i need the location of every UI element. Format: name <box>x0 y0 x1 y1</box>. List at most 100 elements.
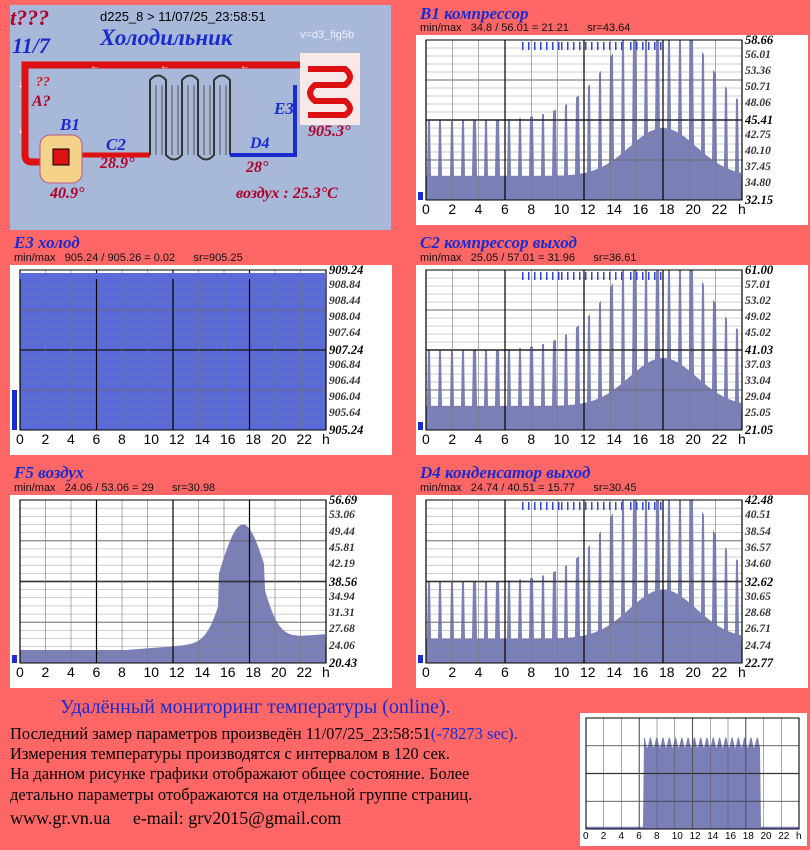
x-tick-label: 8 <box>654 831 660 842</box>
y-tick-label: 34.80 <box>745 177 771 189</box>
state-tick <box>558 502 560 510</box>
state-tick <box>591 42 593 50</box>
y-tick-label: 53.02 <box>745 295 771 307</box>
x-tick-label: 0 <box>16 664 24 680</box>
state-tick <box>609 272 611 280</box>
x-tick-label: 10 <box>143 431 160 447</box>
panel-stats-e3: min/max 905.24 / 905.26 = 0.02 sr=905.25 <box>14 252 243 264</box>
x-tick-label: 16 <box>632 201 649 217</box>
x-tick-label: 4 <box>67 431 75 447</box>
b1-label: B1 <box>60 115 80 134</box>
y-tick-label: 20.43 <box>329 656 358 670</box>
x-tick-label: 2 <box>448 664 457 680</box>
state-tick <box>573 502 575 510</box>
state-tick <box>642 42 644 50</box>
x-tick-label: h <box>796 831 802 842</box>
x-tick-label: 18 <box>742 831 754 842</box>
state-tick <box>522 42 524 50</box>
x-tick-label: 0 <box>16 431 24 447</box>
date-label: 11/7 <box>12 33 50 58</box>
y-tick-label: 907.64 <box>329 327 361 339</box>
chart-svg <box>418 499 743 664</box>
y-tick-label: 37.03 <box>745 359 771 371</box>
chart-svg <box>12 499 327 664</box>
x-tick-label: 0 <box>422 201 430 217</box>
x-tick-label: 20 <box>271 431 287 447</box>
x-tick-label: 22 <box>778 831 790 842</box>
chart-frame <box>19 269 327 431</box>
state-tick <box>648 272 650 280</box>
y-tick-label: 41.03 <box>745 343 774 357</box>
state-tick <box>540 502 542 510</box>
e3-value: 905.3° <box>308 123 351 140</box>
x-tick-label: 4 <box>474 431 483 447</box>
x-tick-label: 12 <box>580 201 596 217</box>
x-tick-label: 14 <box>194 431 211 447</box>
x-tick-label: 10 <box>553 664 570 680</box>
x-tick-label: 4 <box>474 664 483 680</box>
y-tick-label: 49.44 <box>329 525 355 538</box>
email-link[interactable]: e-mail: grv2015@gmail.com <box>132 808 342 828</box>
x-tick-label: 18 <box>659 431 675 447</box>
panel-stats-b1: min/max 34.8 / 56.01 = 21.21 sr=43.64 <box>420 22 631 34</box>
x-tick-label: 18 <box>659 664 675 680</box>
state-tick <box>654 502 656 510</box>
x-tick-label: 10 <box>143 664 160 680</box>
last-measure-seconds: (-78273 sec). <box>430 724 518 743</box>
chart-svg <box>418 269 743 431</box>
version-label: v=d3_fig5b <box>300 29 355 41</box>
y-tick-label: 27.68 <box>329 623 355 636</box>
x-tick-label: 2 <box>600 831 607 842</box>
x-tick-label: 12 <box>580 431 596 447</box>
x-tick-label: 2 <box>41 431 50 447</box>
state-tick <box>615 272 617 280</box>
y-tick-label: 28.68 <box>745 607 771 620</box>
y-tick-label: 906.44 <box>329 375 361 387</box>
state-tick <box>630 272 632 280</box>
chart-frame <box>425 269 743 431</box>
x-tick-label: h <box>738 201 746 217</box>
x-tick-label: 14 <box>194 664 211 680</box>
panel-title-e3: E3 холод <box>14 233 80 252</box>
state-tick <box>621 272 623 280</box>
y-tick-label: 42.48 <box>745 493 774 507</box>
x-tick-label: 0 <box>583 831 589 842</box>
state-tick <box>528 42 530 50</box>
y-tick-label: 906.84 <box>329 359 361 371</box>
y-tick-label: 909.24 <box>329 263 364 277</box>
footer-title: Удалённый мониторинг температуры (online… <box>60 696 451 718</box>
d4-value: 28° <box>246 159 269 176</box>
state-tick <box>609 502 611 510</box>
footer-links: www.gr.vn.ua e-mail: grv2015@gmail.com <box>10 808 341 829</box>
svg-text:↓: ↓ <box>18 125 23 136</box>
website-link[interactable]: www.gr.vn.ua <box>10 808 111 828</box>
x-tick-label: 20 <box>685 664 701 680</box>
c2-label: C2 <box>106 135 126 154</box>
state-tick <box>567 42 569 50</box>
y-tick-label: 42.19 <box>329 558 355 571</box>
state-tick <box>540 272 542 280</box>
x-tick-label: 0 <box>422 431 430 447</box>
state-tick <box>648 42 650 50</box>
y-tick-label: 906.04 <box>329 391 361 403</box>
state-tick <box>603 42 605 50</box>
x-tick-label: 14 <box>707 831 719 842</box>
panel-stats-d4: min/max 24.74 / 40.51 = 15.77 sr=30.45 <box>420 482 637 494</box>
state-tick <box>522 502 524 510</box>
y-tick-label: 57.01 <box>745 279 771 291</box>
y-tick-label: 61.00 <box>745 263 774 277</box>
chart-f5-air: 56.69 53.06 49.44 45.81 42.19 38.56 34.94 31.31… <box>10 493 392 688</box>
y-tick-label: 905.64 <box>329 407 361 419</box>
y-tick-label: 908.04 <box>329 311 361 323</box>
y-tick-label: 40.10 <box>745 145 771 157</box>
y-tick-label: 32.62 <box>745 574 774 589</box>
x-tick-label: 20 <box>685 201 701 217</box>
state-tick <box>660 42 662 50</box>
x-tick-label: 12 <box>169 431 185 447</box>
state-tick <box>636 272 638 280</box>
state-tick <box>552 502 554 510</box>
chart-d4-condenser-out: 42.48 40.51 38.54 36.57 34.60 32.62 30.65 28.68… <box>416 493 808 688</box>
state-tick <box>561 42 563 50</box>
state-tick <box>552 272 554 280</box>
refrigerator-schematic: ← ← ← ↓ ↓ <box>18 53 360 184</box>
